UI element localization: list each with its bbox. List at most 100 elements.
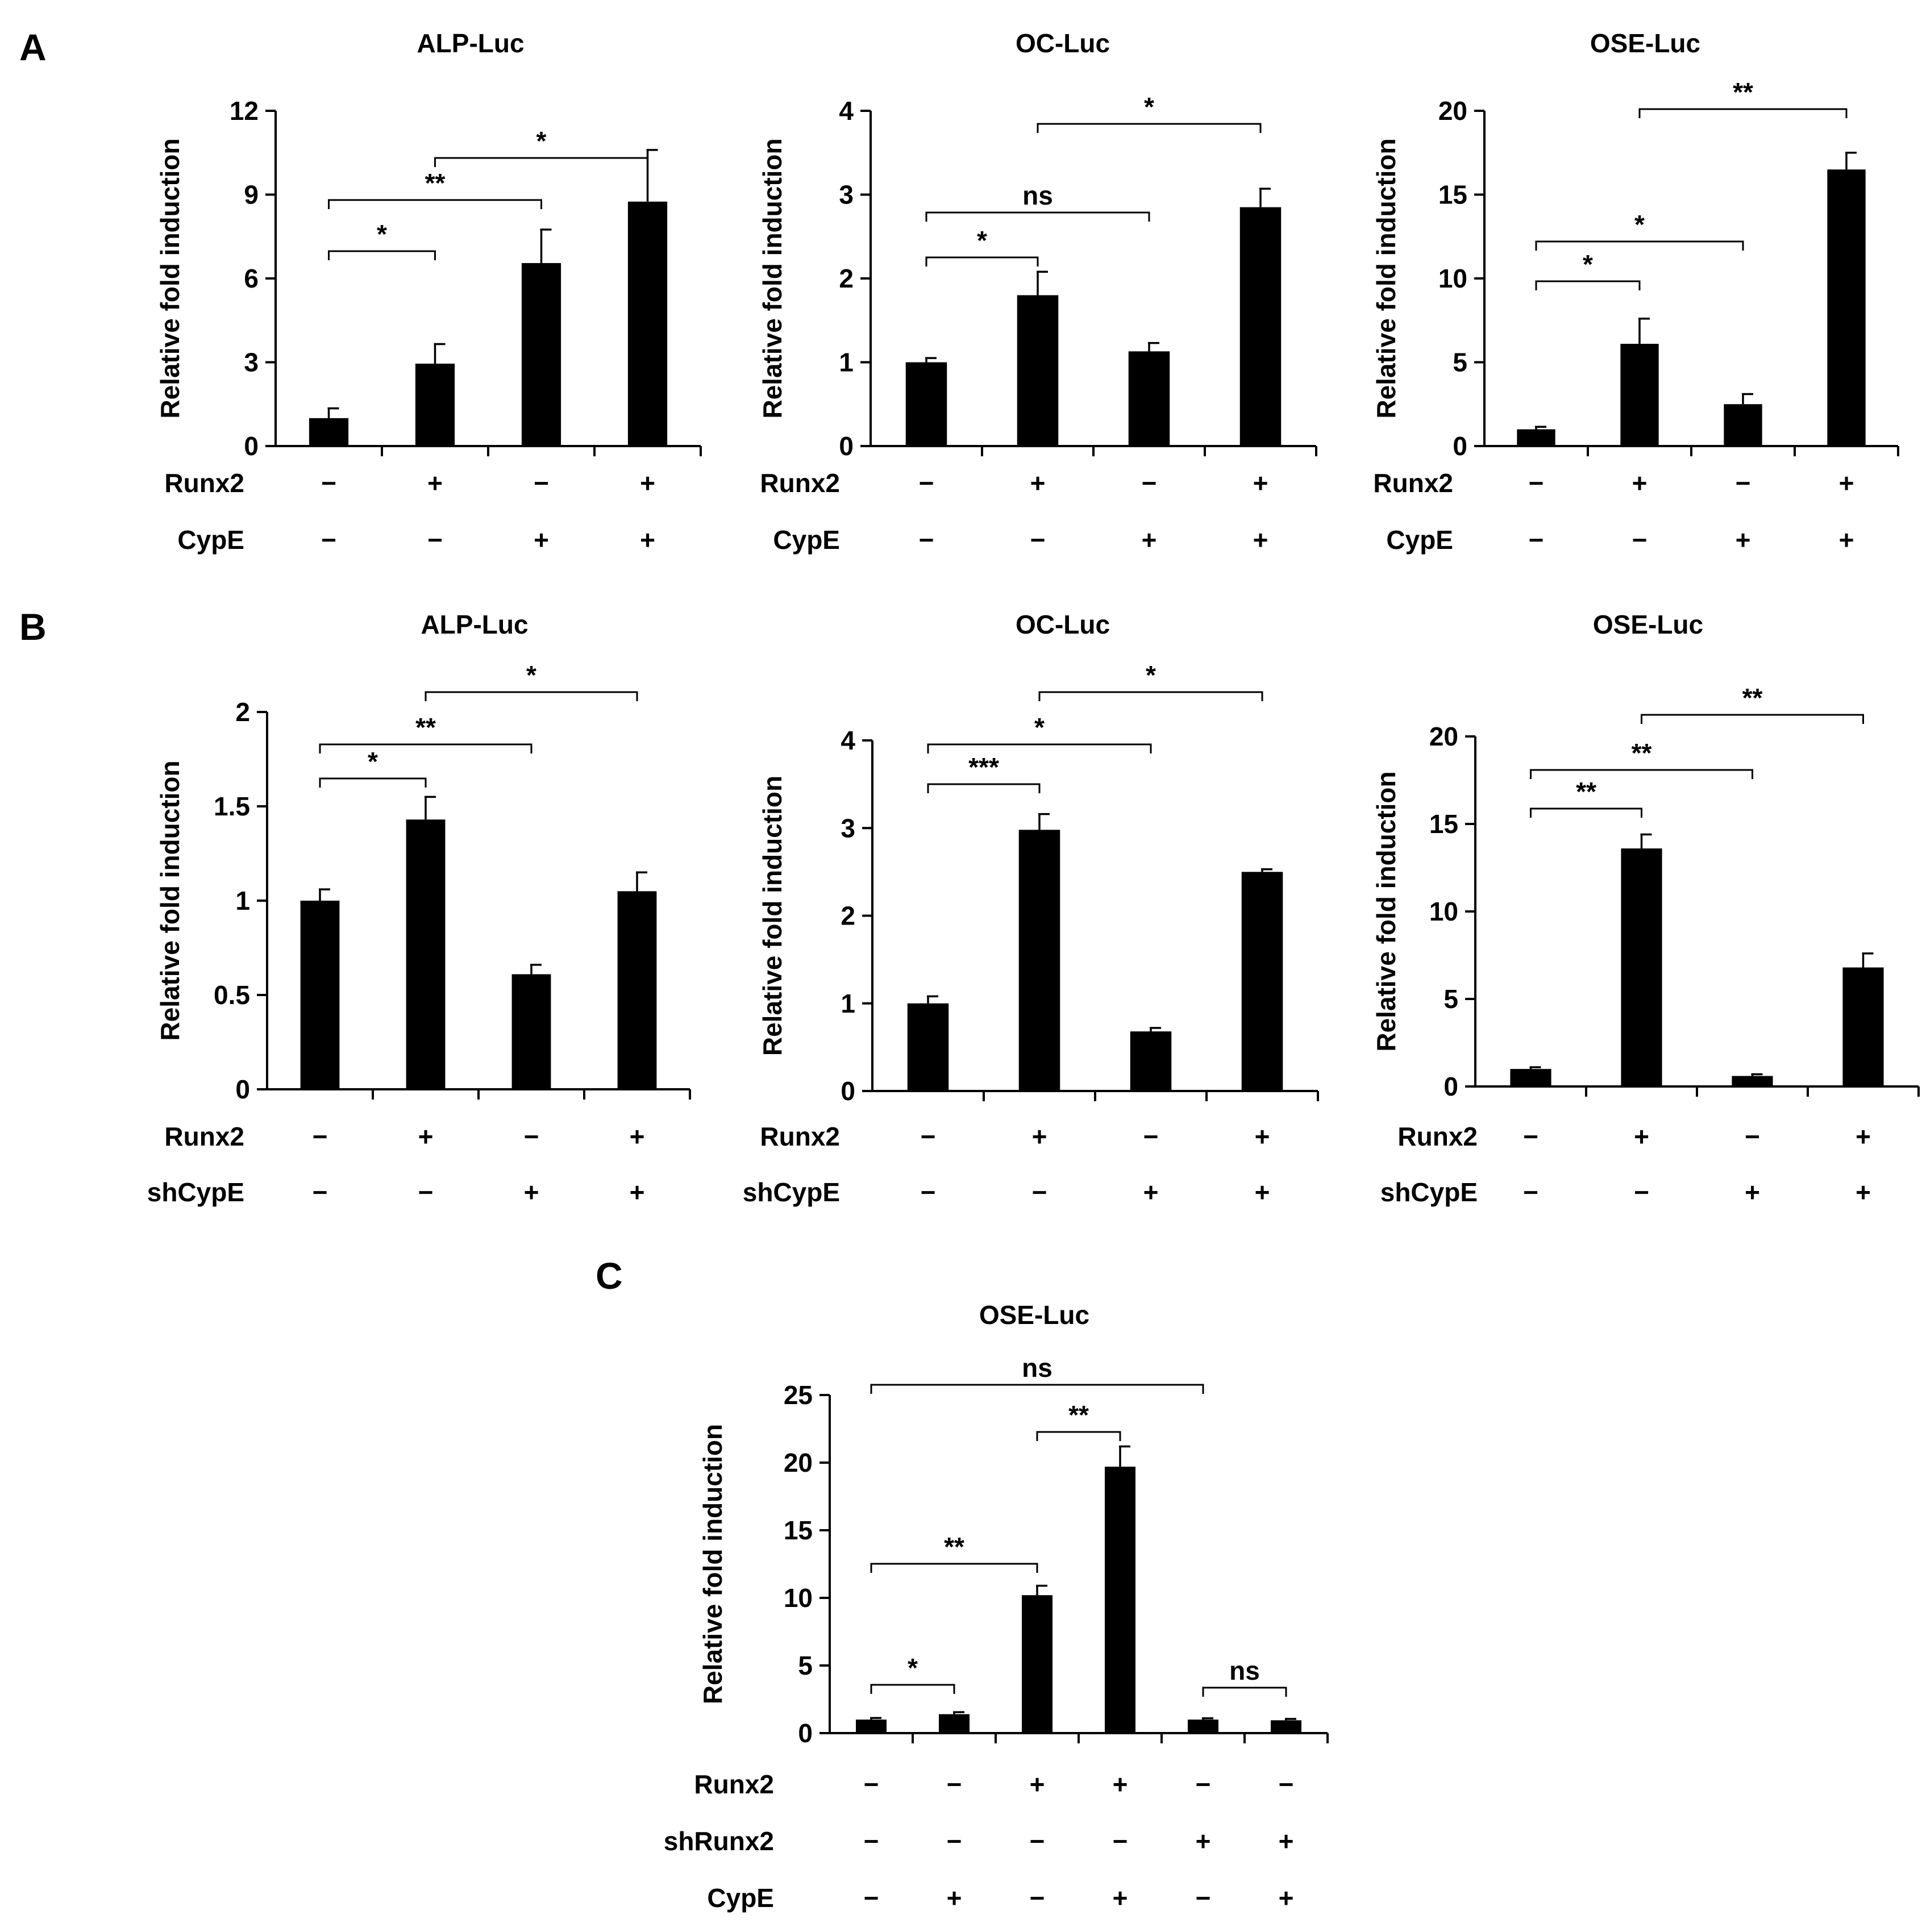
bar [1620, 344, 1659, 446]
significance-label: * [368, 747, 378, 776]
significance-label: * [1034, 713, 1045, 742]
condition-sign: − [864, 1769, 879, 1799]
chart-title: OC-Luc [1016, 28, 1110, 58]
y-tick-label: 2 [235, 697, 250, 727]
significance-bracket [1641, 714, 1864, 724]
bar [1021, 1595, 1053, 1733]
bar [627, 201, 668, 446]
significance-label: ns [1229, 1656, 1260, 1685]
y-tick-label: 1.5 [214, 792, 250, 821]
condition-label: CypE [177, 525, 244, 555]
significance-bracket [1535, 240, 1744, 251]
y-tick-label: 15 [1429, 809, 1458, 839]
condition-sign: − [947, 1769, 962, 1799]
significance-bracket [425, 691, 638, 701]
significance-label: * [908, 1653, 918, 1683]
bar [521, 263, 561, 446]
condition-sign: − [1196, 1883, 1211, 1913]
condition-sign: − [321, 525, 336, 555]
significance-bracket [319, 777, 427, 788]
y-tick-label: 5 [1453, 348, 1467, 377]
bar [1827, 169, 1866, 446]
significance-bracket [1202, 1687, 1287, 1697]
significance-bracket [1530, 807, 1642, 818]
condition-sign: + [524, 1177, 539, 1207]
y-tick-label: 0.5 [214, 980, 250, 1010]
condition-sign: + [1745, 1177, 1760, 1207]
bar [1187, 1719, 1219, 1733]
significance-label: ** [944, 1532, 964, 1562]
significance-label: ** [1068, 1400, 1089, 1430]
y-tick-label: 25 [784, 1380, 813, 1410]
condition-sign: − [1736, 468, 1751, 498]
y-tick-label: 10 [1429, 897, 1458, 926]
condition-sign: − [1113, 1826, 1128, 1856]
significance-bracket [870, 1563, 1038, 1573]
y-tick-label: 12 [230, 96, 259, 126]
condition-sign: + [1113, 1883, 1128, 1913]
condition-sign: + [1279, 1883, 1294, 1913]
condition-sign: − [919, 468, 934, 498]
condition-sign: − [1634, 1177, 1649, 1207]
significance-bracket [328, 250, 436, 260]
condition-sign: − [418, 1177, 434, 1207]
condition-sign: + [1856, 1122, 1871, 1151]
condition-sign: + [418, 1122, 434, 1151]
panel-label-a: A [19, 26, 47, 68]
significance-label: *** [968, 752, 999, 782]
condition-label: shRunx2 [664, 1826, 774, 1856]
y-tick-label: 15 [784, 1515, 813, 1545]
condition-label: Runx2 [760, 1122, 840, 1151]
condition-label: shCypE [1380, 1177, 1478, 1207]
significance-bracket [1038, 691, 1263, 701]
significance-bracket [1036, 1431, 1121, 1441]
y-tick-label: 5 [1443, 984, 1458, 1014]
significance-bracket [927, 783, 1041, 793]
y-tick-label: 0 [235, 1075, 250, 1104]
condition-sign: − [947, 1826, 962, 1856]
bar [415, 363, 455, 446]
bar [1510, 1069, 1551, 1086]
condition-sign: + [630, 1122, 645, 1151]
bar [1270, 1720, 1302, 1733]
condition-sign: − [1030, 525, 1046, 555]
chart-title: OSE-Luc [979, 1300, 1089, 1330]
condition-sign: + [1143, 1177, 1159, 1207]
condition-sign: + [1253, 525, 1268, 555]
condition-sign: − [1030, 1826, 1045, 1856]
y-axis-label: Relative fold induction [1371, 138, 1401, 418]
condition-sign: + [1030, 1769, 1045, 1799]
significance-bracket [870, 1384, 1204, 1394]
condition-sign: − [921, 1177, 936, 1207]
y-tick-label: 3 [839, 180, 854, 210]
significance-bracket [328, 199, 542, 209]
condition-sign: − [864, 1883, 879, 1913]
y-tick-label: 3 [841, 813, 855, 843]
condition-label: Runx2 [760, 468, 840, 498]
significance-label: * [1144, 92, 1154, 122]
condition-sign: + [1856, 1177, 1871, 1207]
bar [1241, 872, 1283, 1091]
bar [907, 1003, 949, 1091]
y-tick-label: 6 [244, 264, 259, 293]
condition-sign: − [1030, 1883, 1045, 1913]
y-axis-label: Relative fold induction [155, 138, 185, 418]
condition-label: shCypE [743, 1177, 840, 1207]
panel-label-c: C [596, 1255, 623, 1297]
bar [1239, 207, 1282, 446]
significance-bracket [1037, 123, 1262, 133]
y-tick-label: 4 [839, 96, 854, 126]
condition-sign: + [1279, 1826, 1294, 1856]
condition-sign: + [1736, 525, 1751, 555]
significance-bracket [870, 1684, 955, 1694]
condition-sign: + [640, 525, 655, 555]
bar [617, 891, 657, 1089]
y-tick-label: 1 [235, 886, 250, 915]
condition-sign: + [1032, 1122, 1047, 1151]
y-tick-label: 2 [839, 264, 854, 293]
condition-sign: − [1523, 1122, 1538, 1151]
condition-sign: − [534, 468, 549, 498]
significance-bracket [925, 256, 1039, 267]
y-tick-label: 2 [841, 901, 855, 931]
